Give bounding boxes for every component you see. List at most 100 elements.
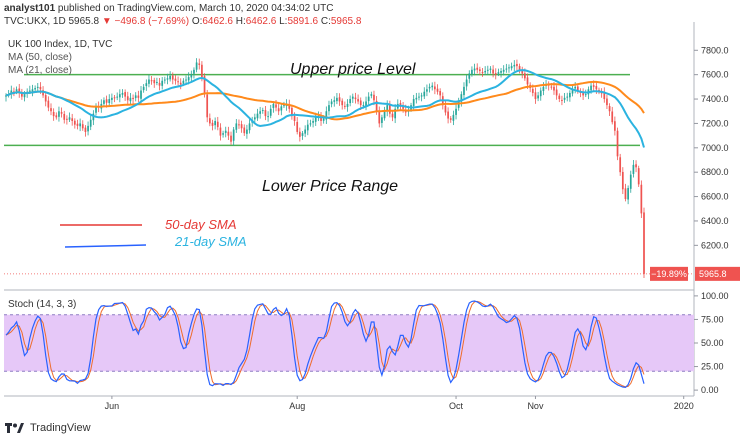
candle-body <box>481 71 484 73</box>
candle-body <box>267 116 269 118</box>
candle-body <box>288 104 291 109</box>
candle-body <box>439 91 442 96</box>
open-value: 6462.6 <box>202 16 233 27</box>
candle-body <box>190 74 193 78</box>
candle-body <box>60 112 63 114</box>
candle-body <box>283 105 285 107</box>
candle-body <box>34 88 36 90</box>
candle-body <box>277 108 280 112</box>
candle-body <box>465 79 468 87</box>
candle-body <box>349 99 352 104</box>
price-change: −496.8 (−7.69%) <box>114 16 190 27</box>
candle-body <box>553 86 555 91</box>
candle-body <box>367 96 370 102</box>
candle-body <box>161 80 164 86</box>
candle-body <box>81 124 84 129</box>
candle-body <box>518 66 521 70</box>
candle-body <box>513 64 516 67</box>
candle-body <box>325 111 328 120</box>
candle-body <box>452 114 455 121</box>
candle-body <box>195 62 198 70</box>
candle-body <box>121 92 124 95</box>
candle-body <box>132 97 134 100</box>
candle-body <box>185 79 187 81</box>
candle-body <box>603 92 606 100</box>
candle-body <box>637 168 640 185</box>
candle-body <box>222 133 224 135</box>
candle-body <box>542 86 545 91</box>
candle-body <box>246 129 248 134</box>
candle-body <box>336 97 338 102</box>
candle-body <box>574 86 577 89</box>
candle-body <box>394 108 397 119</box>
candle-body <box>378 110 381 124</box>
price-tick-label: 6600.0 <box>701 192 729 202</box>
candle-body <box>343 105 346 107</box>
candle-body <box>208 118 211 124</box>
time-tick-label: Aug <box>289 401 305 411</box>
candle-body <box>346 103 349 107</box>
candle-body <box>563 97 566 100</box>
candle-body <box>134 95 137 99</box>
close-label: C: <box>320 16 331 27</box>
last-price: 5965.8 <box>68 16 100 27</box>
high-label: H: <box>235 16 246 27</box>
candle-body <box>426 89 428 92</box>
low-label: L: <box>279 16 288 27</box>
price-tick-label: 7400.0 <box>701 94 729 104</box>
candle-body <box>23 94 26 98</box>
candle-body <box>582 93 584 96</box>
candle-body <box>608 106 611 112</box>
candle-body <box>150 80 153 82</box>
candle-body <box>31 89 34 92</box>
time-tick-label: 2020 <box>674 401 694 411</box>
candle-body <box>171 75 174 80</box>
open-label: O: <box>191 16 203 27</box>
candle-body <box>105 99 108 103</box>
price-tick-label: 6800.0 <box>701 167 729 177</box>
candle-body <box>163 79 166 81</box>
candle-body <box>399 103 402 106</box>
annotation-21-day-sma: 21-day SMA <box>174 234 247 249</box>
candle-body <box>526 77 529 85</box>
candle-body <box>391 113 394 118</box>
stoch-title: Stoch (14, 3, 3) <box>8 299 76 310</box>
candle-body <box>558 95 561 100</box>
author-name[interactable]: analyst101 <box>4 3 56 14</box>
candle-body <box>333 100 336 102</box>
high-value: 6462.6 <box>245 16 277 27</box>
candle-body <box>158 82 161 86</box>
candle-body <box>293 116 296 121</box>
candle-body <box>198 63 201 65</box>
candle-body <box>21 93 23 97</box>
candle-body <box>489 68 492 70</box>
candle-body <box>214 120 216 126</box>
candle-body <box>590 85 592 91</box>
chart-title: UK 100 Index, 1D, TVC <box>8 39 112 50</box>
candle-body <box>89 119 92 127</box>
stoch-k-line <box>5 300 645 389</box>
time-tick-label: Nov <box>527 401 544 411</box>
candle-body <box>126 96 129 101</box>
candle-body <box>169 75 171 80</box>
candle-body <box>550 86 553 88</box>
candle-body <box>211 122 214 126</box>
candle-body <box>471 69 473 75</box>
candle-body <box>561 99 563 101</box>
candle-body <box>457 101 460 108</box>
candle-body <box>539 90 542 97</box>
candle-body <box>418 96 420 98</box>
candle-body <box>52 111 55 117</box>
candle-body <box>187 77 190 81</box>
candle-body <box>166 78 169 80</box>
candle-body <box>420 95 423 97</box>
candle-body <box>44 95 47 102</box>
candle-body <box>322 118 325 121</box>
candle-body <box>505 68 508 70</box>
candle-body <box>412 99 415 106</box>
tradingview-logo-icon <box>5 423 24 433</box>
candle-body <box>606 98 608 106</box>
annotation-50-day-sma: 50-day SMA <box>165 217 237 232</box>
candle-body <box>635 164 637 168</box>
